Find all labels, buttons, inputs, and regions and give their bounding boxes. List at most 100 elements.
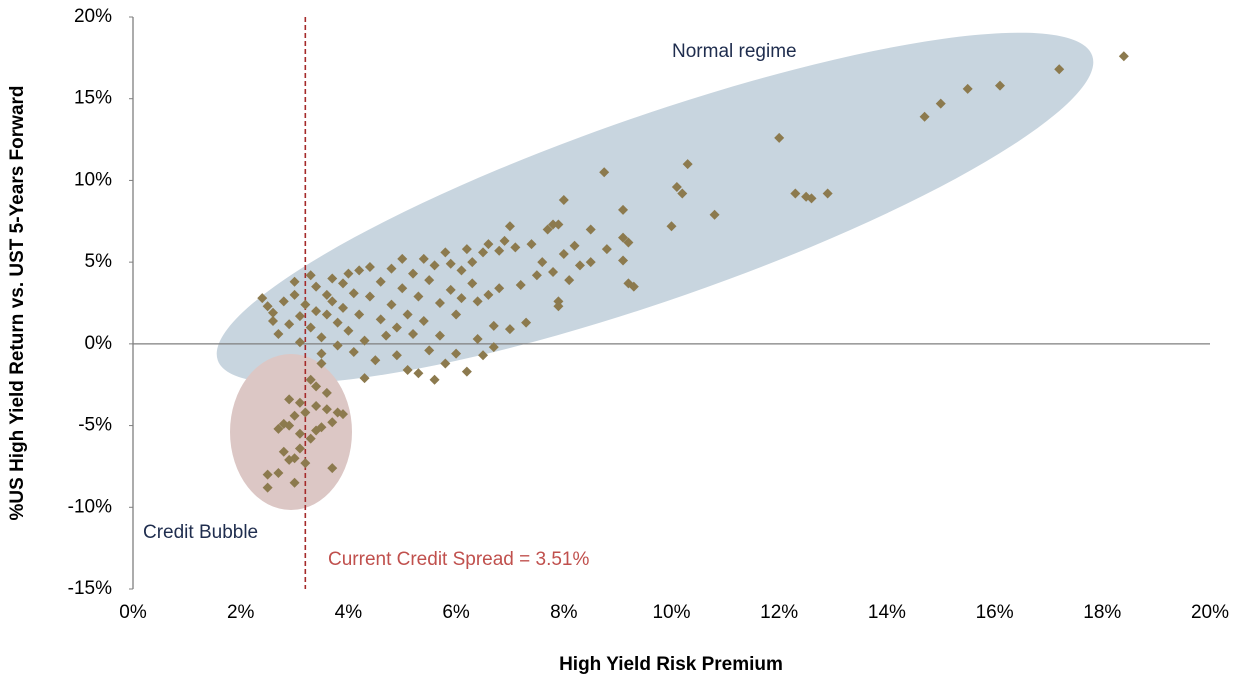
point: [418, 253, 429, 264]
point: [257, 293, 268, 304]
reference-label: Current Credit Spread = 3.51%: [328, 549, 589, 570]
axes: -15% -10% -5% 0% 5% 10% 15% 20% 0% 2% 4% 6% 8% 10% 12%…: [68, 6, 1229, 623]
point: [381, 330, 392, 341]
point: [434, 330, 445, 341]
point: [515, 280, 526, 291]
point: [321, 289, 332, 300]
x-tick-label: 6%: [442, 602, 470, 623]
point: [364, 291, 375, 302]
point: [370, 355, 381, 366]
y-tick-label: 20%: [74, 6, 112, 27]
point: [294, 337, 305, 348]
y-tick-label: -5%: [78, 415, 112, 436]
point: [483, 289, 494, 300]
x-tick-label: 16%: [976, 602, 1014, 623]
point: [822, 188, 833, 199]
point: [774, 132, 785, 143]
point: [472, 333, 483, 344]
point: [289, 477, 300, 488]
point: [321, 309, 332, 320]
point: [316, 348, 327, 359]
point: [338, 302, 349, 313]
point: [311, 400, 322, 411]
point: [332, 317, 343, 328]
point: [456, 265, 467, 276]
point: [935, 98, 946, 109]
point: [599, 167, 610, 178]
point: [273, 329, 284, 340]
point: [289, 453, 300, 464]
point: [531, 270, 542, 281]
point: [494, 283, 505, 294]
point: [494, 245, 505, 256]
point: [618, 232, 629, 243]
point: [671, 181, 682, 192]
point: [526, 239, 537, 250]
y-tick-label: -15%: [68, 578, 112, 599]
point: [327, 417, 338, 428]
points: [257, 51, 1129, 493]
point: [558, 248, 569, 259]
point: [585, 224, 596, 235]
point: [354, 265, 365, 276]
point: [305, 322, 316, 333]
credit-bubble-region: [230, 354, 352, 510]
point: [413, 291, 424, 302]
point: [348, 347, 359, 358]
point: [300, 407, 311, 418]
point: [375, 314, 386, 325]
point: [451, 348, 462, 359]
point: [564, 275, 575, 286]
point: [682, 159, 693, 170]
point: [806, 193, 817, 204]
point: [553, 219, 564, 230]
point: [1054, 64, 1065, 75]
point: [558, 195, 569, 206]
point: [278, 296, 289, 307]
x-tick-label: 8%: [550, 602, 578, 623]
point: [311, 306, 322, 317]
point: [504, 221, 515, 232]
point: [391, 322, 402, 333]
point: [375, 276, 386, 287]
point: [305, 270, 316, 281]
point: [440, 247, 451, 258]
point: [294, 428, 305, 439]
point: [601, 244, 612, 255]
y-axis-title: %US High Yield Return vs. UST 5-Years Fo…: [7, 85, 28, 520]
point: [504, 324, 515, 335]
point: [338, 409, 349, 420]
point: [521, 317, 532, 328]
point: [451, 309, 462, 320]
point: [289, 276, 300, 287]
point: [628, 281, 639, 292]
point: [391, 350, 402, 361]
point: [499, 235, 510, 246]
point: [289, 289, 300, 300]
point: [316, 358, 327, 369]
point: [445, 258, 456, 269]
point: [994, 80, 1005, 91]
x-tick-label: 0%: [119, 602, 147, 623]
point: [273, 467, 284, 478]
point: [790, 188, 801, 199]
point: [278, 446, 289, 457]
point: [1118, 51, 1129, 62]
point: [300, 458, 311, 469]
point: [424, 275, 435, 286]
point: [327, 296, 338, 307]
x-tick-label: 2%: [227, 602, 255, 623]
point: [440, 358, 451, 369]
annotation: Credit Bubble: [143, 522, 258, 543]
y-tick-label: 5%: [85, 251, 113, 272]
y-tick-label: 0%: [85, 333, 113, 354]
point: [311, 381, 322, 392]
point: [478, 247, 489, 258]
point: [429, 260, 440, 271]
point: [424, 345, 435, 356]
point: [461, 366, 472, 377]
point: [343, 325, 354, 336]
point: [962, 83, 973, 94]
